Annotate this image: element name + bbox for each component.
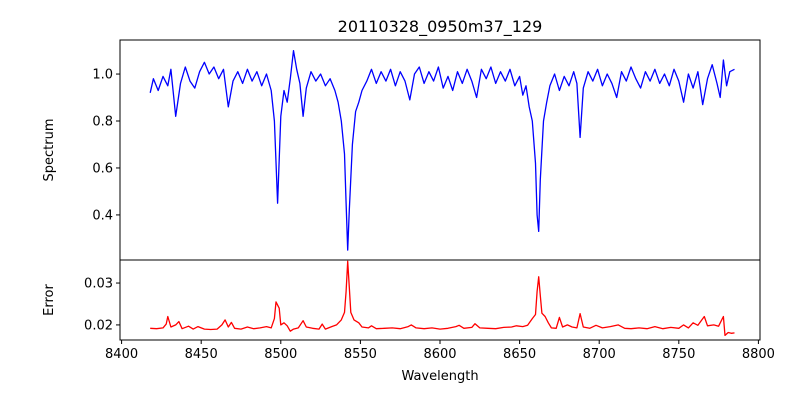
error-line [150,260,735,337]
ytick-label: 1.0 [92,68,113,83]
ytick-label: 0.8 [92,115,113,130]
error-axes: 0.02 0.03 8400 8450 8500 8550 8600 8650 8700 8750… [84,259,775,362]
ytick-label: 0.03 [84,277,113,292]
xtick-label: 8650 [503,347,536,362]
xtick-label: 8550 [344,347,377,362]
spectrum-axes: 0.4 0.6 0.8 1.0 [92,39,761,261]
ytick-label: 0.02 [84,318,113,333]
xtick-label: 8800 [742,347,775,362]
error-ylabel: Error [42,284,57,316]
xtick-label: 8500 [264,347,297,362]
xtick-label: 8450 [185,347,218,362]
xtick-label: 8400 [105,347,138,362]
xtick-label: 8700 [583,347,616,362]
ytick-label: 0.6 [92,161,113,176]
x-axis-label: Wavelength [401,369,478,384]
spectrum-ylabel: Spectrum [42,119,57,182]
spectrum-line [149,49,735,251]
xtick-label: 8600 [423,347,456,362]
xtick-label: 8750 [662,347,695,362]
chart-title: 20110328_0950m37_129 [338,17,543,37]
ytick-label: 0.4 [92,208,113,223]
